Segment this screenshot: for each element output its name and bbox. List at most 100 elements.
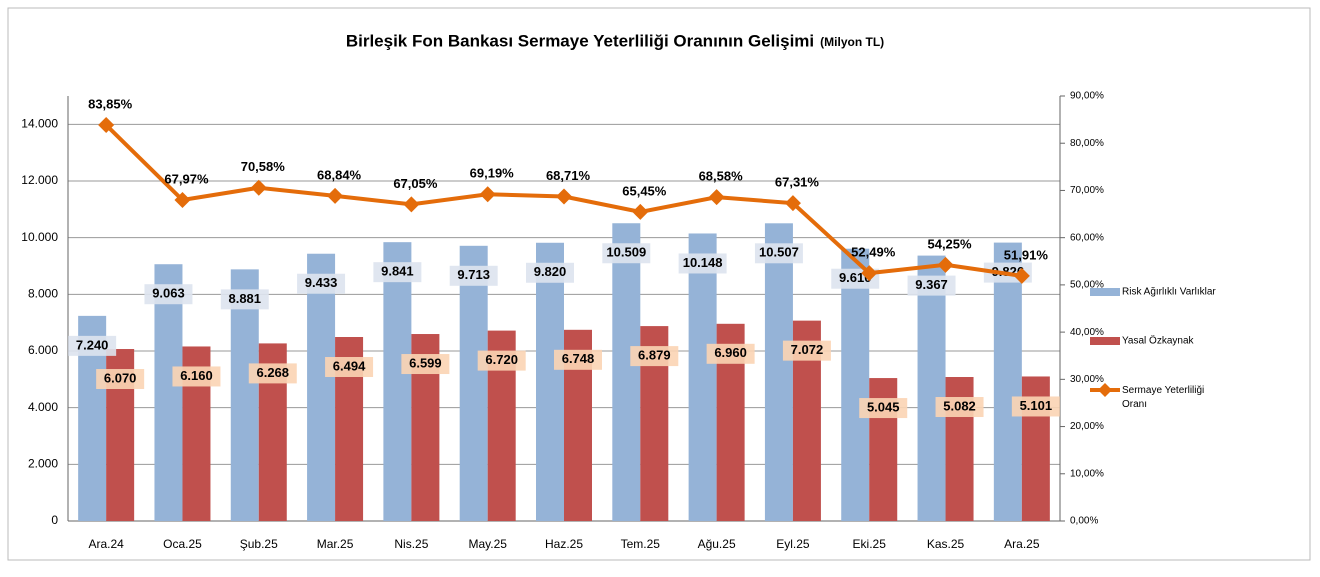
data-label-box — [706, 343, 755, 364]
data-label-box — [248, 363, 297, 384]
line-marker — [784, 195, 801, 212]
legend-label: Risk Ağırlıklı Varlıklar — [1122, 287, 1216, 298]
data-label-box — [630, 346, 679, 367]
data-label: 6.599 — [409, 355, 442, 370]
y-tick-label: 4.000 — [28, 400, 58, 414]
data-label: 6.268 — [256, 365, 289, 380]
data-label: 54,25% — [927, 236, 972, 251]
data-label-box — [782, 340, 831, 361]
data-label-box — [935, 397, 984, 418]
line-marker — [250, 179, 267, 196]
line-marker — [403, 196, 420, 213]
data-label-box — [477, 350, 526, 371]
y-tick-label: 0 — [51, 513, 58, 527]
data-label-box — [449, 265, 498, 286]
data-label-box — [401, 354, 450, 375]
data-label: 9.063 — [152, 286, 185, 301]
data-label: 69,19% — [470, 166, 515, 181]
x-tick-label: May.25 — [468, 537, 507, 551]
x-tick-label: Haz.25 — [545, 537, 583, 551]
line-marker — [632, 203, 649, 220]
data-label: 68,71% — [546, 168, 591, 183]
bar — [917, 255, 946, 521]
x-tick-label: Kas.25 — [927, 537, 965, 551]
legend-swatch — [1090, 337, 1120, 345]
line-marker — [937, 256, 954, 273]
data-label: 5.045 — [867, 399, 900, 414]
bar — [612, 223, 641, 521]
x-tick-label: Tem.25 — [621, 537, 661, 551]
y-tick-label: 8.000 — [28, 287, 58, 301]
y-tick-label: 14.000 — [21, 117, 58, 131]
line-marker — [1013, 267, 1030, 284]
data-label-box — [325, 357, 374, 378]
data-label: 68,84% — [317, 167, 362, 182]
x-tick-label: Şub.25 — [240, 537, 278, 551]
data-label: 6.720 — [485, 352, 518, 367]
data-label: 5.082 — [943, 398, 976, 413]
y2-tick-label: 90,00% — [1070, 91, 1104, 102]
data-label: 9.367 — [915, 277, 948, 292]
line-marker — [556, 188, 572, 205]
x-tick-label: Eki.25 — [853, 537, 887, 551]
x-tick-label: Oca.25 — [163, 537, 202, 551]
line-marker — [327, 187, 344, 204]
y-tick-label: 10.000 — [21, 230, 58, 244]
data-label-box — [373, 262, 422, 283]
x-tick-label: Nis.25 — [394, 537, 428, 551]
legend-label: Sermaye Yeterliliği Oranı — [1122, 385, 1204, 410]
data-label-box — [602, 243, 651, 264]
data-label: 8.881 — [228, 291, 261, 306]
bar — [764, 223, 793, 521]
data-label-box — [859, 398, 908, 419]
x-tick-label: Mar.25 — [317, 537, 354, 551]
bar — [688, 233, 717, 521]
data-label: 70,58% — [241, 159, 286, 174]
data-label-box — [754, 243, 803, 264]
data-label: 9.713 — [457, 267, 490, 282]
data-label-box — [144, 284, 193, 305]
data-label-box — [1011, 396, 1060, 417]
data-label: 52,49% — [851, 245, 896, 260]
bar — [841, 248, 870, 521]
data-label: 9.433 — [305, 275, 338, 290]
data-label-box — [678, 253, 727, 274]
y2-tick-label: 30,00% — [1070, 374, 1104, 385]
data-label-box — [220, 289, 269, 310]
y2-tick-label: 10,00% — [1070, 468, 1104, 479]
legend-swatch — [1090, 288, 1120, 296]
data-label-box — [172, 366, 221, 387]
bar — [993, 242, 1022, 521]
y-tick-label: 6.000 — [28, 343, 58, 357]
bar — [459, 245, 488, 521]
chart-unit: (Milyon TL) — [820, 35, 884, 49]
y2-tick-label: 50,00% — [1070, 280, 1104, 291]
data-label: 83,85% — [88, 96, 133, 111]
y-tick-label: 2.000 — [28, 457, 58, 471]
data-label-box — [526, 262, 574, 283]
y2-tick-label: 80,00% — [1070, 138, 1104, 149]
line-marker — [708, 189, 725, 206]
data-label: 6.879 — [638, 348, 671, 363]
bar — [307, 253, 336, 521]
chart-title: Birleşik Fon Bankası Sermaye Yeterliliği… — [346, 31, 814, 50]
data-label: 67,31% — [775, 175, 820, 190]
data-label: 5.101 — [1020, 398, 1053, 413]
data-label-box — [68, 335, 117, 356]
data-label: 9.841 — [381, 264, 414, 279]
x-tick-label: Eyl.25 — [776, 537, 810, 551]
bar — [383, 242, 412, 521]
y2-tick-label: 60,00% — [1070, 232, 1104, 243]
data-label: 6.160 — [180, 368, 213, 383]
data-label: 10.148 — [683, 255, 723, 270]
line-marker — [174, 192, 191, 209]
y-tick-label: 12.000 — [21, 173, 58, 187]
data-label: 10.509 — [606, 245, 646, 260]
x-tick-label: Ara.25 — [1004, 537, 1040, 551]
legend-swatch — [1098, 383, 1112, 397]
legend-label: Yasal Özkaynak — [1122, 335, 1195, 347]
data-label: 9.820 — [534, 264, 567, 279]
bar — [536, 242, 564, 521]
data-label: 7.072 — [791, 342, 824, 357]
data-label: 6.748 — [562, 351, 595, 366]
